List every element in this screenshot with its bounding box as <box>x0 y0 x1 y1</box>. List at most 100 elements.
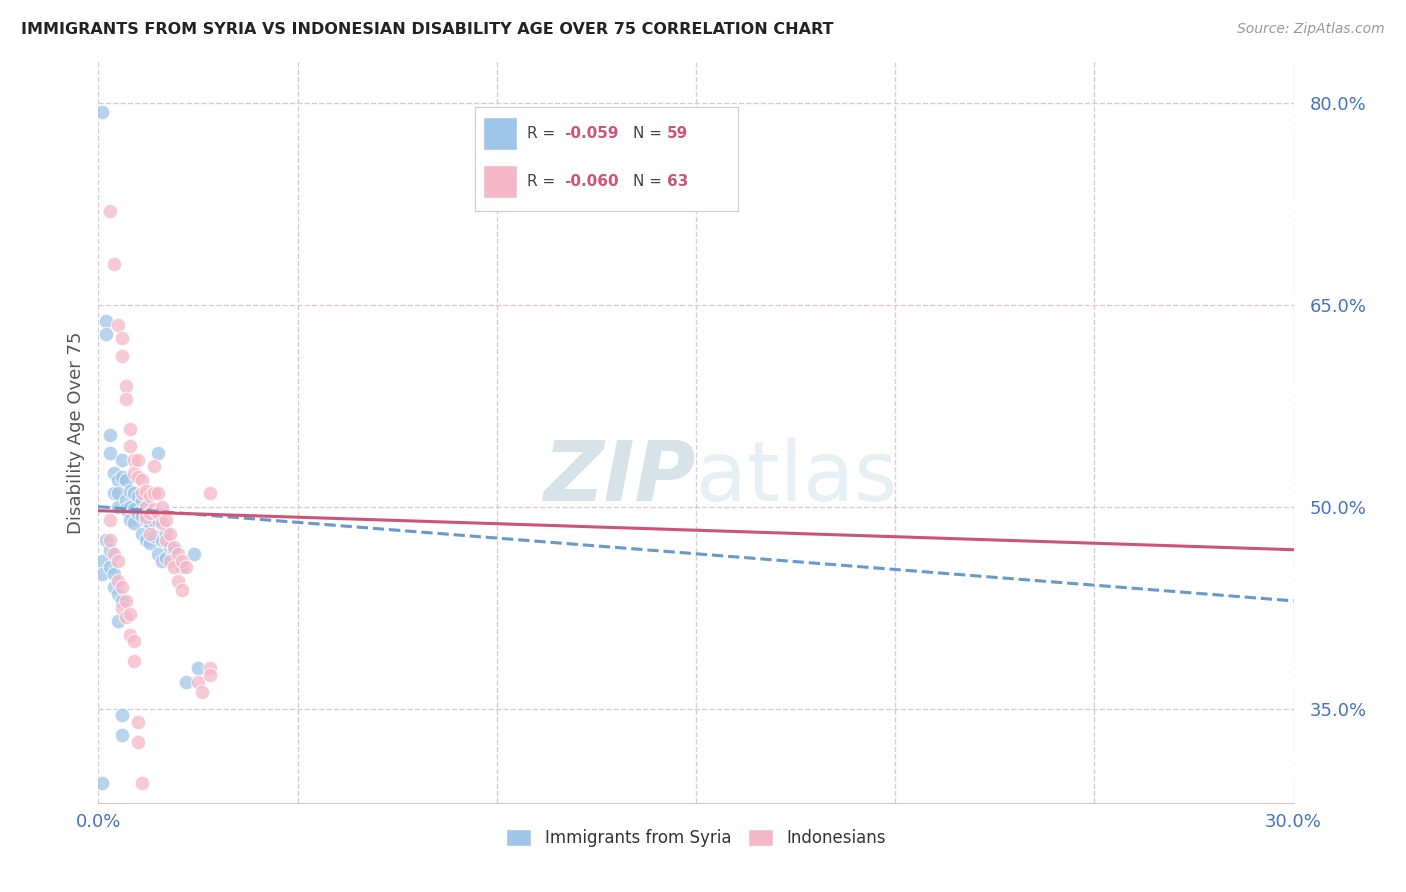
Point <box>107 574 129 588</box>
Point <box>139 507 162 521</box>
Point <box>111 470 134 484</box>
Point <box>115 502 138 516</box>
Point <box>139 526 162 541</box>
Point <box>172 553 194 567</box>
Point <box>167 574 190 588</box>
Point <box>131 775 153 789</box>
Point <box>131 492 153 507</box>
Point <box>139 516 162 530</box>
Point <box>143 459 166 474</box>
Point <box>159 526 181 541</box>
Point <box>143 529 166 543</box>
Point <box>115 473 138 487</box>
Point <box>174 674 197 689</box>
Point <box>131 486 153 500</box>
Point <box>98 203 122 218</box>
Point <box>103 257 125 271</box>
Point <box>107 318 129 332</box>
Point <box>127 714 149 729</box>
Point <box>163 560 186 574</box>
Point <box>159 540 181 554</box>
Point <box>107 486 129 500</box>
Point <box>148 547 170 561</box>
Point <box>103 486 125 500</box>
Point <box>120 421 142 435</box>
Text: IMMIGRANTS FROM SYRIA VS INDONESIAN DISABILITY AGE OVER 75 CORRELATION CHART: IMMIGRANTS FROM SYRIA VS INDONESIAN DISA… <box>21 22 834 37</box>
Point <box>91 553 114 567</box>
Point <box>198 661 221 675</box>
Text: Source: ZipAtlas.com: Source: ZipAtlas.com <box>1237 22 1385 37</box>
Point <box>115 392 138 406</box>
Point <box>120 607 142 622</box>
Point <box>124 486 146 500</box>
Point <box>143 502 166 516</box>
Point <box>98 428 122 442</box>
Point <box>135 513 157 527</box>
Point <box>96 533 118 548</box>
Point <box>135 500 157 514</box>
Point <box>172 560 194 574</box>
Point <box>107 553 129 567</box>
Point <box>127 507 149 521</box>
Point <box>148 446 170 460</box>
Point <box>131 473 153 487</box>
Point <box>115 378 138 392</box>
Point <box>135 500 157 514</box>
Point <box>120 500 142 514</box>
Point <box>135 533 157 548</box>
Point <box>187 674 209 689</box>
Point <box>120 483 142 498</box>
Point <box>111 729 134 743</box>
Point <box>131 526 153 541</box>
Point <box>155 513 177 527</box>
Point <box>167 547 190 561</box>
Point <box>111 708 134 723</box>
Point <box>187 661 209 675</box>
Point <box>115 492 138 507</box>
Point <box>98 560 122 574</box>
Point <box>124 452 146 467</box>
Point <box>150 516 173 530</box>
Point <box>131 509 153 524</box>
Point <box>174 560 197 574</box>
Point <box>111 581 134 595</box>
Point <box>150 500 173 514</box>
Point <box>107 614 129 628</box>
Point <box>155 533 177 548</box>
Point <box>103 547 125 561</box>
Point <box>127 489 149 503</box>
Point <box>103 581 125 595</box>
Point <box>191 685 214 699</box>
Point <box>127 735 149 749</box>
Point <box>139 536 162 550</box>
Point <box>91 105 114 120</box>
Point <box>148 507 170 521</box>
Point <box>143 513 166 527</box>
Point <box>183 547 205 561</box>
Point <box>111 594 134 608</box>
Point <box>91 775 114 789</box>
Point <box>198 668 221 682</box>
Point <box>111 349 134 363</box>
Point <box>98 446 122 460</box>
Y-axis label: Disability Age Over 75: Disability Age Over 75 <box>66 331 84 534</box>
Point <box>139 502 162 516</box>
Point <box>111 600 134 615</box>
Point <box>103 466 125 480</box>
Point <box>198 486 221 500</box>
Point <box>120 627 142 641</box>
Point <box>124 516 146 530</box>
Point <box>135 483 157 498</box>
Point <box>127 452 149 467</box>
Point <box>148 486 170 500</box>
Point <box>120 513 142 527</box>
Point <box>163 542 186 557</box>
Legend: Immigrants from Syria, Indonesians: Immigrants from Syria, Indonesians <box>499 822 893 854</box>
Point <box>124 634 146 648</box>
Point <box>163 540 186 554</box>
Point <box>111 452 134 467</box>
Point <box>96 327 118 342</box>
Point <box>143 486 166 500</box>
Point <box>120 439 142 453</box>
Point <box>139 489 162 503</box>
